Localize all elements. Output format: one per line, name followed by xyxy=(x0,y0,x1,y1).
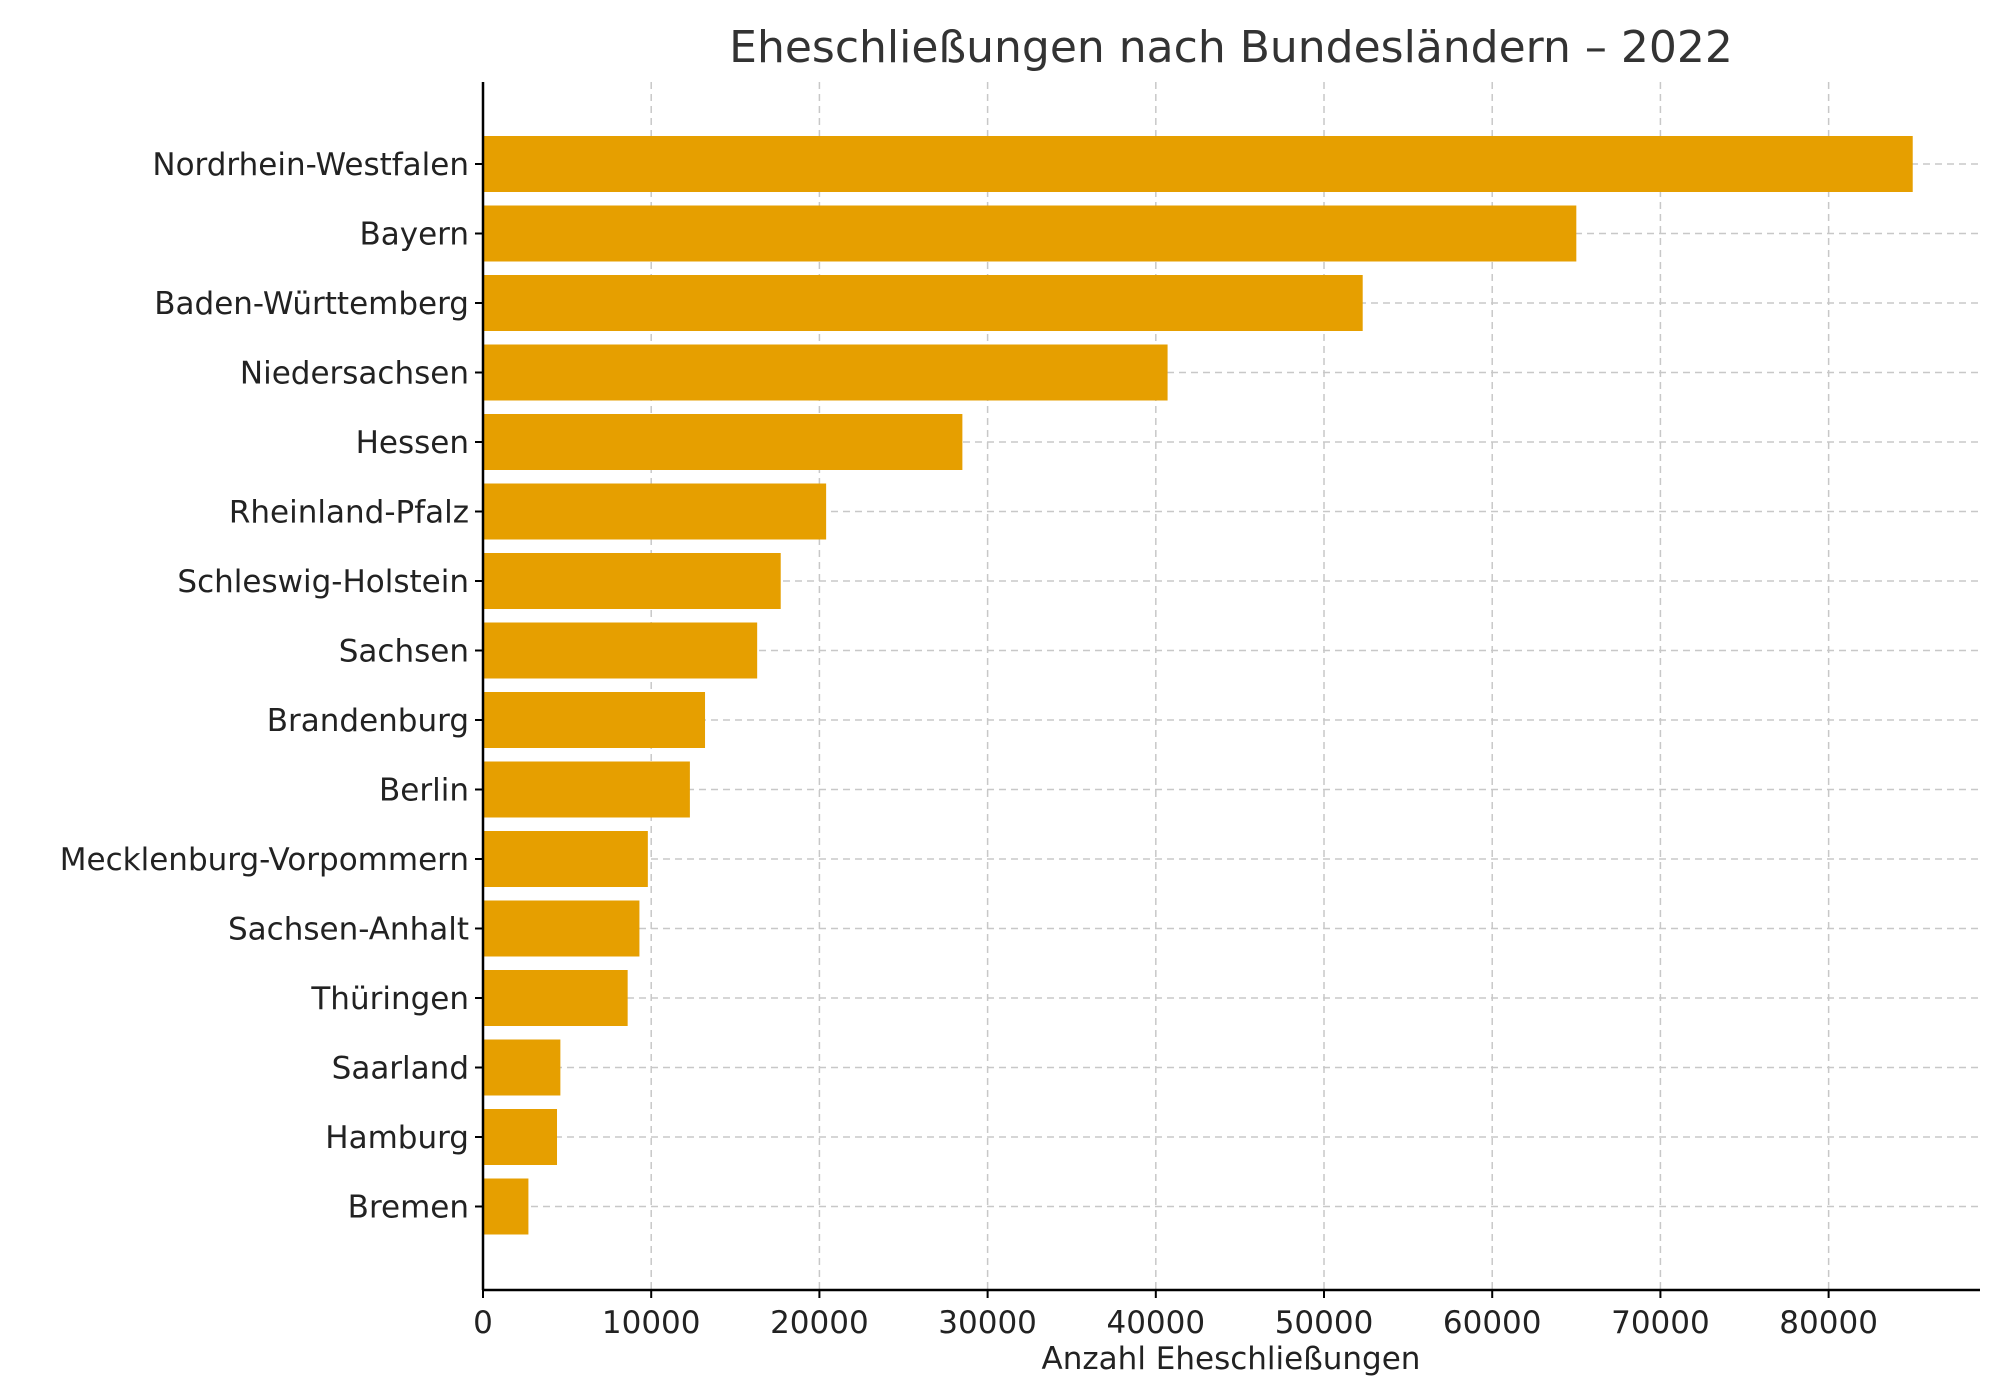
bar xyxy=(483,1178,529,1235)
x-tick-label: 50000 xyxy=(1275,1305,1374,1341)
bar xyxy=(483,205,1577,262)
x-tick-label: 30000 xyxy=(938,1305,1037,1341)
category-label: Saarland xyxy=(332,1051,469,1087)
bar xyxy=(483,1039,561,1096)
x-tick-label: 80000 xyxy=(1779,1305,1878,1341)
bar xyxy=(483,275,1363,331)
x-tick-label: 10000 xyxy=(602,1305,701,1341)
category-label: Niedersachsen xyxy=(240,356,469,392)
bar xyxy=(483,692,706,748)
x-tick-label: 60000 xyxy=(1443,1305,1542,1341)
bars xyxy=(483,136,1913,1235)
bar xyxy=(483,761,690,818)
x-axis-ticks: 0 10000 20000 30000 40000 50000 60000 70000 8000… xyxy=(473,1290,1878,1341)
grid-lines xyxy=(483,82,1980,1290)
bar xyxy=(483,900,640,957)
x-axis-title: Anzahl Eheschließungen xyxy=(1042,1341,1421,1377)
category-label: Brandenburg xyxy=(267,703,469,739)
category-label: Schleswig-Holstein xyxy=(177,564,469,600)
category-label: Mecklenburg-Vorpommern xyxy=(60,842,469,878)
category-label: Baden-Württemberg xyxy=(154,286,469,322)
category-labels: Nordrhein-Westfalen Bayern Baden-Württembe… xyxy=(60,147,483,1226)
category-label: Thüringen xyxy=(310,981,469,1017)
bar xyxy=(483,622,758,679)
bar xyxy=(483,970,628,1026)
category-label: Hamburg xyxy=(325,1120,469,1156)
category-label: Bremen xyxy=(348,1190,469,1226)
bar xyxy=(483,136,1913,192)
x-tick-label: 70000 xyxy=(1611,1305,1710,1341)
bar xyxy=(483,414,963,470)
category-label: Bayern xyxy=(359,217,469,253)
bar xyxy=(483,1109,558,1165)
category-label: Berlin xyxy=(379,773,469,809)
bar xyxy=(483,553,781,609)
category-label: Sachsen xyxy=(339,634,469,670)
bar xyxy=(483,344,1168,401)
x-tick-label: 0 xyxy=(473,1305,493,1341)
category-label: Rheinland-Pfalz xyxy=(229,495,469,531)
category-label: Sachsen-Anhalt xyxy=(228,912,469,948)
category-label: Hessen xyxy=(356,425,469,461)
chart-title: Eheschließungen nach Bundesländern – 202… xyxy=(729,22,1733,73)
bar xyxy=(483,483,827,540)
x-tick-label: 20000 xyxy=(770,1305,869,1341)
x-tick-label: 40000 xyxy=(1106,1305,1205,1341)
category-label: Nordrhein-Westfalen xyxy=(152,147,469,183)
bar xyxy=(483,831,648,887)
